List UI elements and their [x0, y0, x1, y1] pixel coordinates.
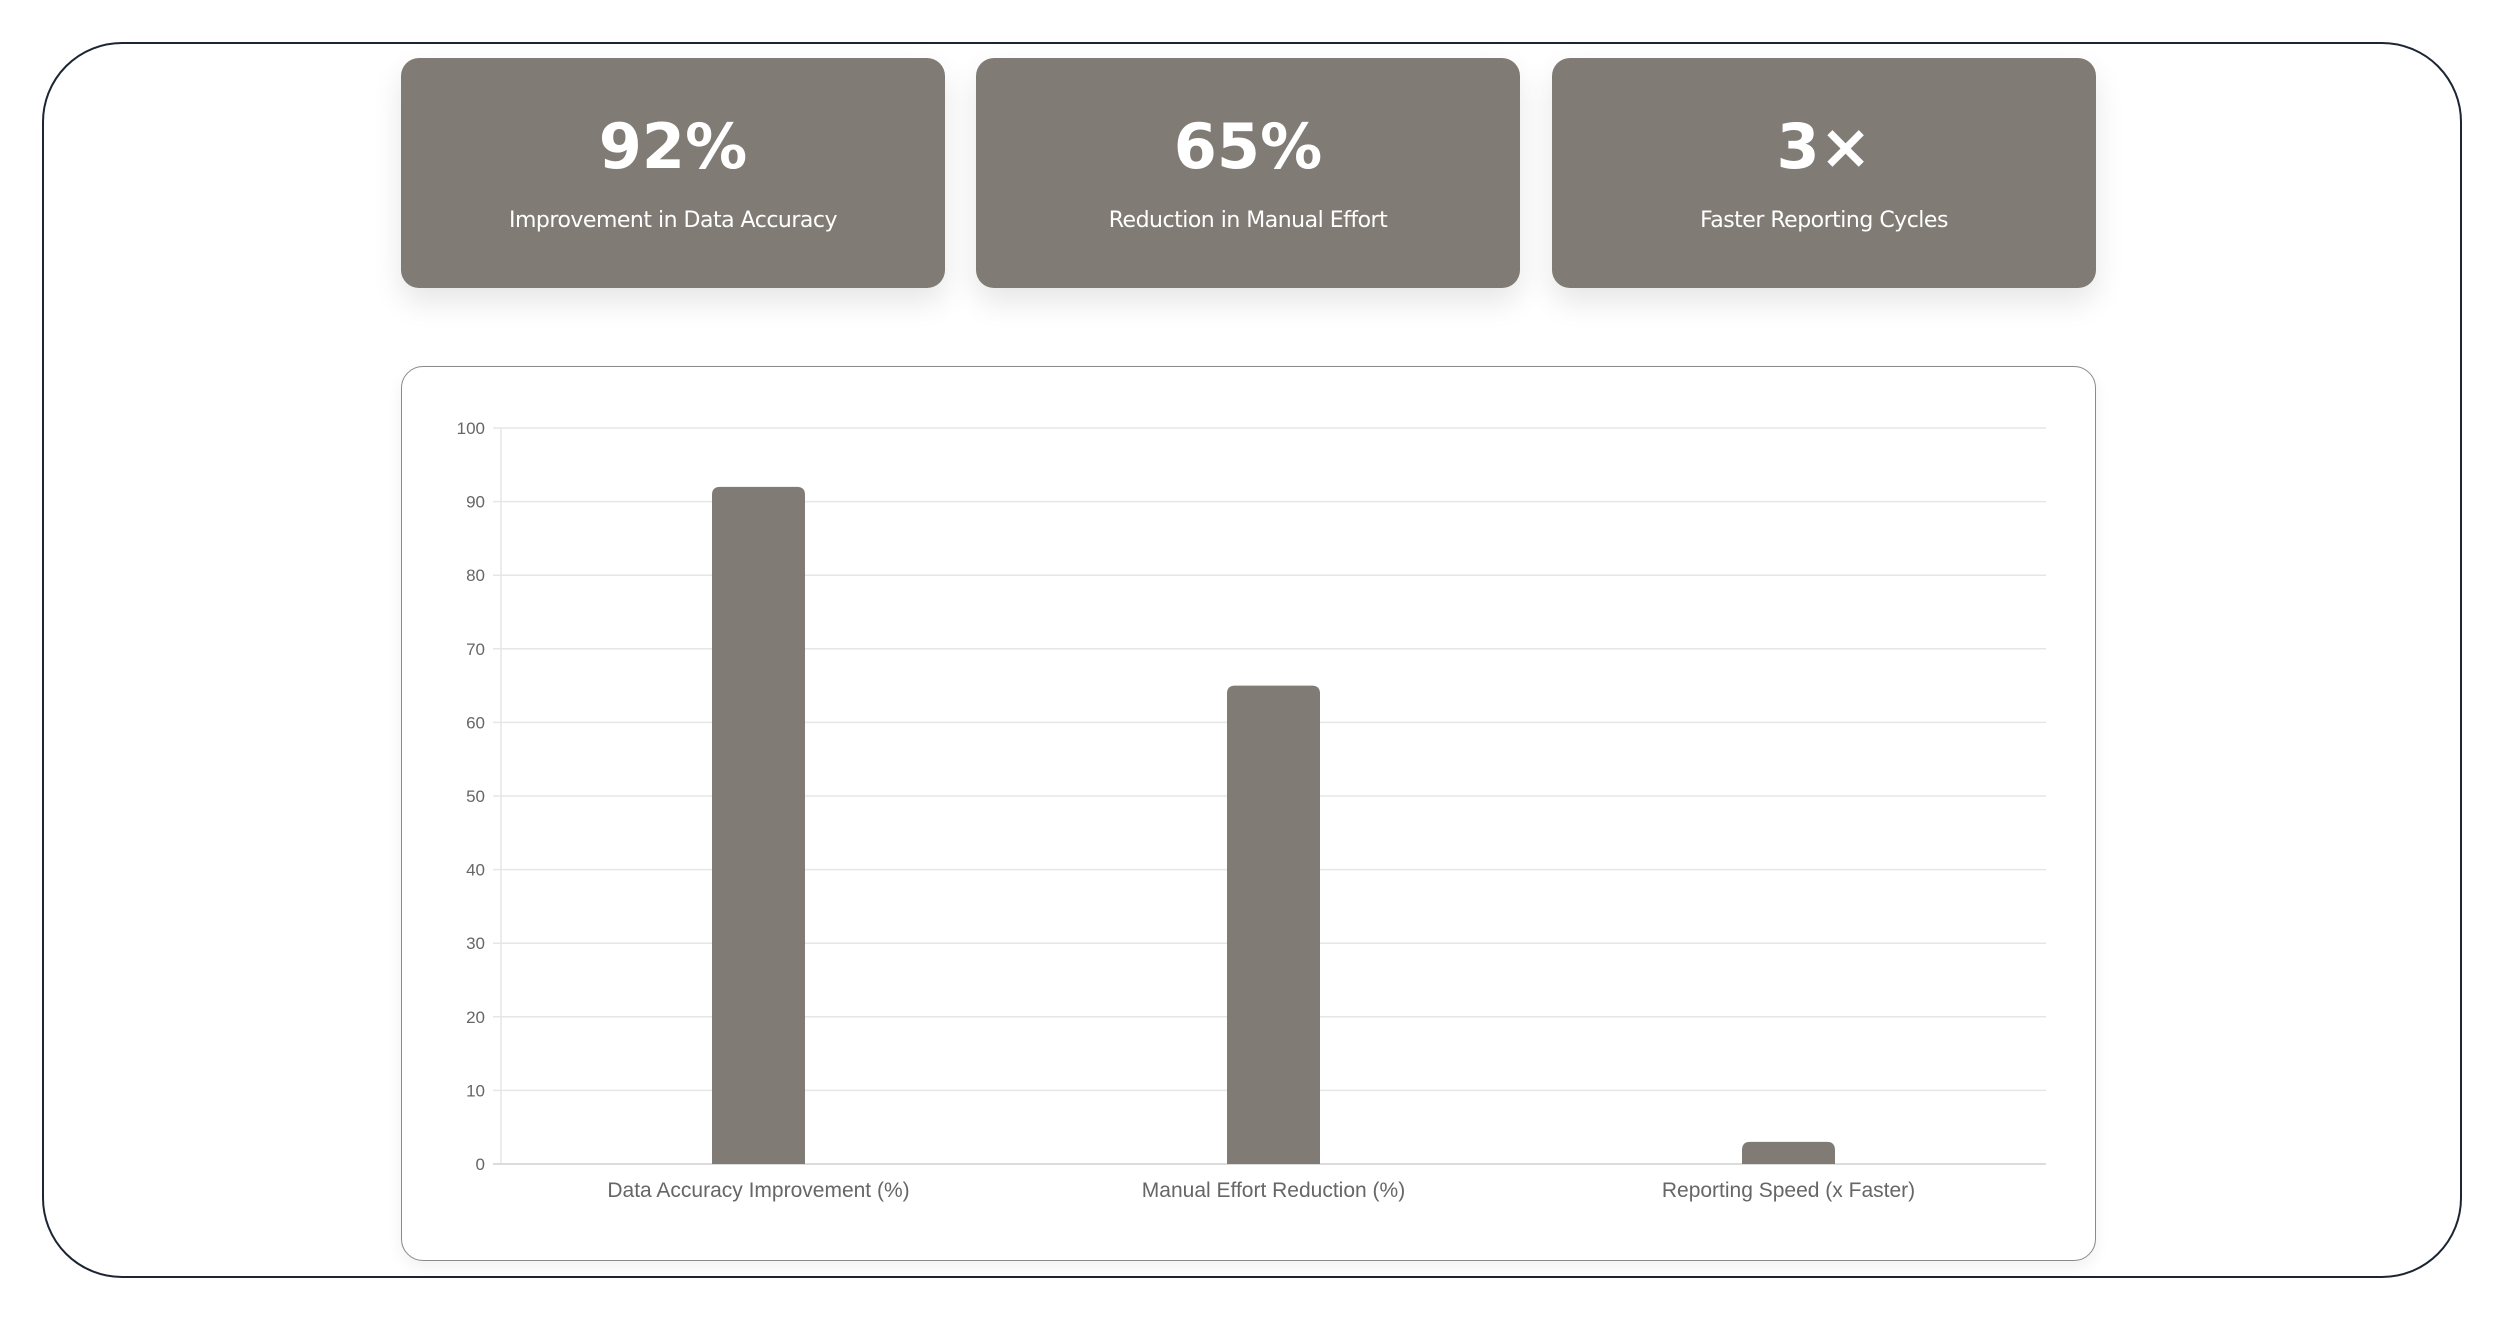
- y-tick-label: 60: [466, 713, 485, 732]
- bar-chart: 0 10 20 30 40 50 60 70 80 90 100 Data Accuracy Impr…: [457, 419, 2046, 1202]
- chart-container: 0 10 20 30 40 50 60 70 80 90 100 Data Accuracy Impr…: [401, 366, 2096, 1261]
- stat-label: Faster Reporting Cycles: [1700, 208, 1948, 233]
- x-tick-label: Data Accuracy Improvement (%): [607, 1179, 909, 1202]
- x-tick-label: Reporting Speed (x Faster): [1662, 1179, 1915, 1202]
- bar: [1227, 685, 1320, 1164]
- y-tick-label: 70: [466, 640, 485, 659]
- bar: [1742, 1141, 1835, 1164]
- y-tick-label: 90: [466, 493, 485, 512]
- y-tick-label: 50: [466, 787, 485, 806]
- y-tick-label: 100: [457, 419, 485, 438]
- stat-value: 65%: [1173, 110, 1323, 183]
- x-tick-label: Manual Effort Reduction (%): [1142, 1179, 1405, 1202]
- stat-label: Improvement in Data Accuracy: [509, 208, 838, 233]
- stat-card-accuracy: 92% Improvement in Data Accuracy: [401, 58, 945, 288]
- y-tick-label: 30: [466, 934, 485, 953]
- y-tick-label: 40: [466, 861, 485, 880]
- stat-card-manual-effort: 65% Reduction in Manual Effort: [976, 58, 1520, 288]
- stat-card-reporting: 3× Faster Reporting Cycles: [1552, 58, 2096, 288]
- y-tick-label: 20: [466, 1008, 485, 1027]
- stat-label: Reduction in Manual Effort: [1108, 208, 1388, 233]
- y-tick-label: 10: [466, 1081, 485, 1100]
- outer-frame: [42, 42, 2462, 1278]
- y-tick-label: 80: [466, 566, 485, 585]
- bar: [712, 486, 805, 1164]
- y-tick-label: 0: [476, 1155, 485, 1174]
- stat-value: 92%: [598, 110, 748, 183]
- stat-value: 3×: [1776, 110, 1872, 183]
